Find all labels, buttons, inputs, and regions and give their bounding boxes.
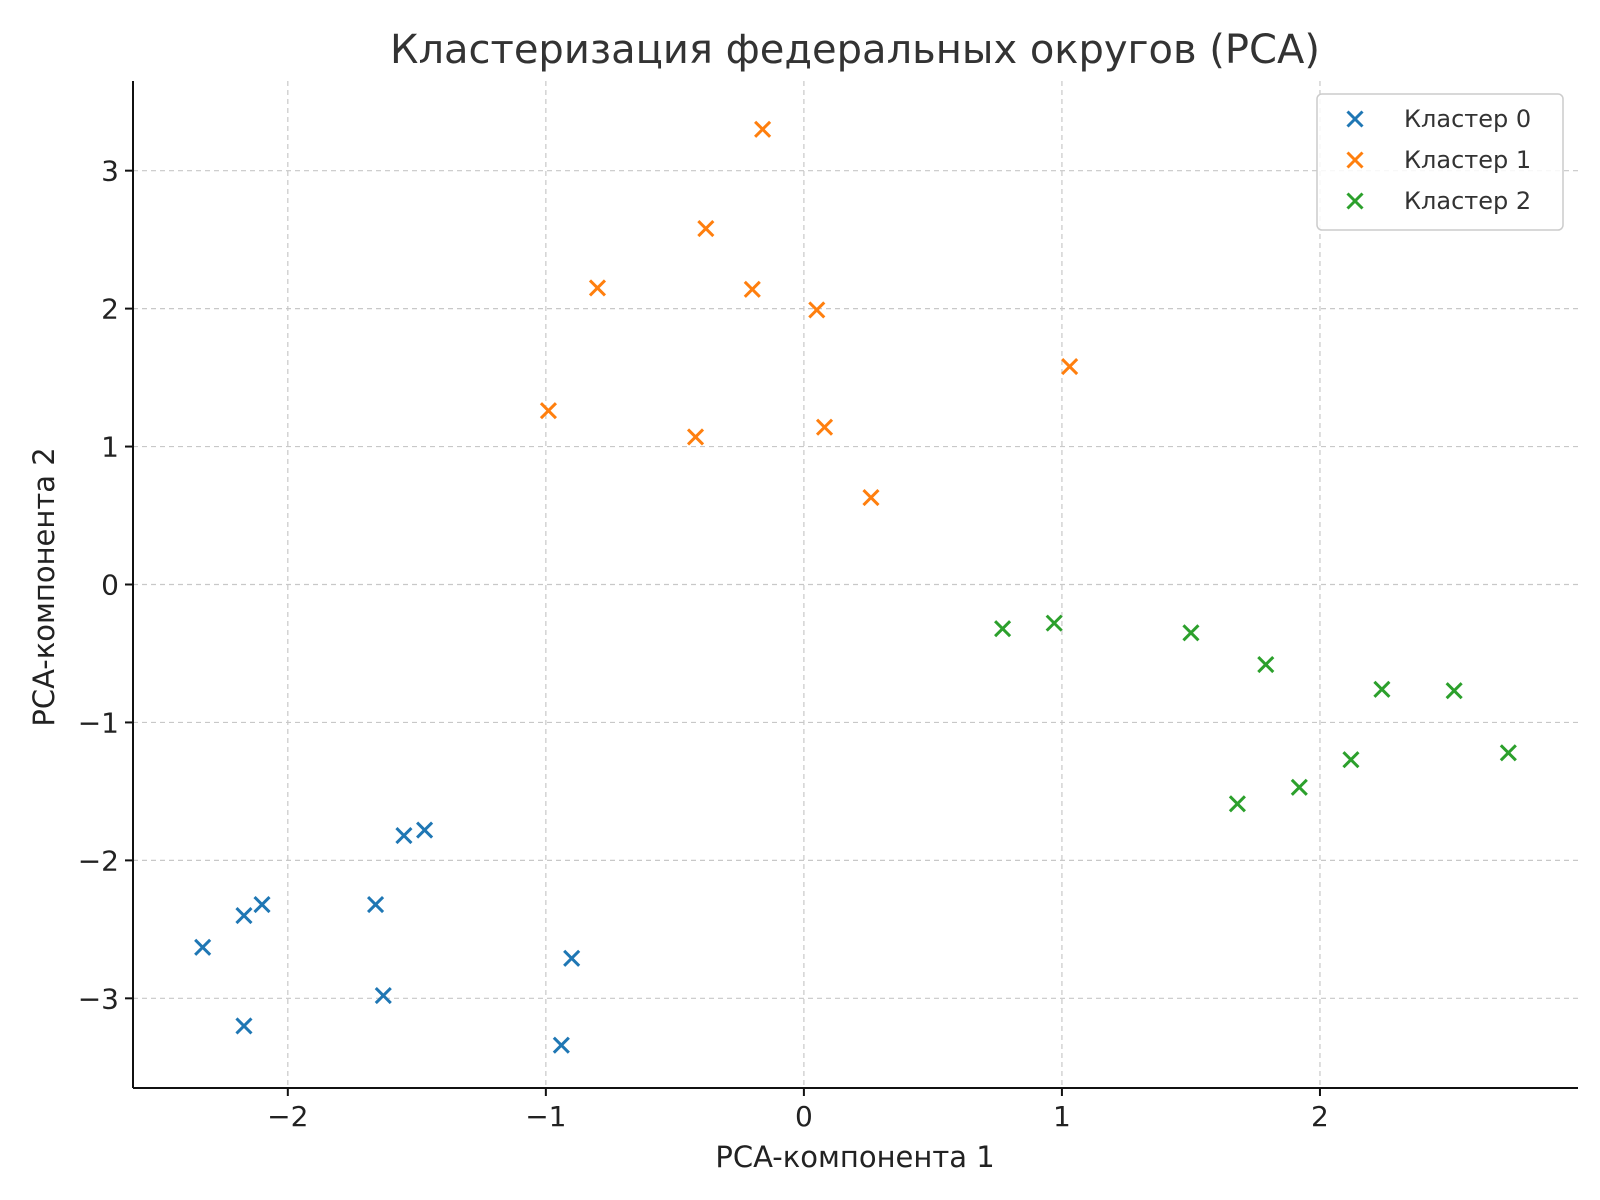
data-point: [235, 1017, 253, 1035]
data-point: [686, 428, 705, 446]
data-point: [1499, 744, 1517, 762]
legend-marker: [1346, 192, 1364, 210]
legend-marker: [1346, 151, 1364, 169]
legend-label: Кластер 1: [1404, 146, 1531, 174]
grid-lines: [133, 81, 1578, 1088]
axes: [125, 81, 1578, 1096]
data-point: [1290, 778, 1308, 796]
y-tick-label: 0: [101, 569, 119, 602]
y-tick-label: −3: [78, 982, 119, 1015]
data-point: [754, 120, 772, 138]
x-tick-label: 0: [795, 1100, 813, 1133]
data-point: [552, 1036, 570, 1054]
x-axis-label: PCA-компонента 1: [715, 1140, 994, 1174]
data-point: [366, 895, 385, 914]
legend-box: [1316, 93, 1564, 231]
legend-label: Кластер 0: [1404, 105, 1531, 133]
data-point: [194, 938, 212, 956]
data-points: [194, 120, 1517, 1054]
data-point: [374, 987, 392, 1005]
x-tick-label: 2: [1311, 1100, 1329, 1133]
data-point: [1182, 624, 1200, 642]
data-point: [815, 418, 834, 436]
series-1: [539, 120, 1079, 507]
tick-labels: −2 −1 0 1 2 −3 −2 −1 0 1 2 3: [78, 155, 1329, 1133]
chart-title: Кластеризация федеральных округов (PCA): [390, 27, 1320, 73]
data-point: [697, 220, 715, 238]
series-0: [194, 821, 581, 1054]
data-point: [994, 620, 1012, 638]
data-point: [1445, 682, 1463, 700]
data-point: [1373, 680, 1391, 698]
legend-marker: [1346, 110, 1364, 128]
legend-label: Кластер 2: [1404, 187, 1531, 215]
data-point: [588, 279, 607, 297]
y-tick-label: −2: [78, 844, 119, 877]
data-point: [862, 489, 880, 507]
data-point: [808, 301, 826, 319]
data-point: [235, 907, 253, 925]
data-point: [1045, 614, 1063, 632]
data-point: [743, 280, 761, 298]
y-tick-label: 3: [101, 155, 119, 188]
data-point: [1342, 751, 1360, 769]
data-point: [1061, 357, 1079, 376]
x-tick-label: 1: [1053, 1100, 1071, 1133]
data-point: [416, 821, 434, 839]
x-tick-label: −1: [525, 1100, 566, 1133]
legend: Кластер 0 Кластер 1 Кластер 2: [1316, 93, 1564, 231]
y-tick-label: 1: [101, 431, 119, 464]
data-point: [563, 949, 581, 967]
x-tick-label: −2: [267, 1100, 308, 1133]
data-point: [253, 895, 271, 914]
data-point: [395, 826, 413, 845]
series-2: [994, 614, 1517, 813]
y-tick-label: 2: [101, 293, 119, 326]
y-axis-label: PCA-компонента 2: [27, 447, 61, 726]
data-point: [1257, 655, 1275, 674]
y-tick-label: −1: [78, 706, 119, 739]
data-point: [539, 402, 557, 420]
data-point: [1228, 795, 1246, 813]
